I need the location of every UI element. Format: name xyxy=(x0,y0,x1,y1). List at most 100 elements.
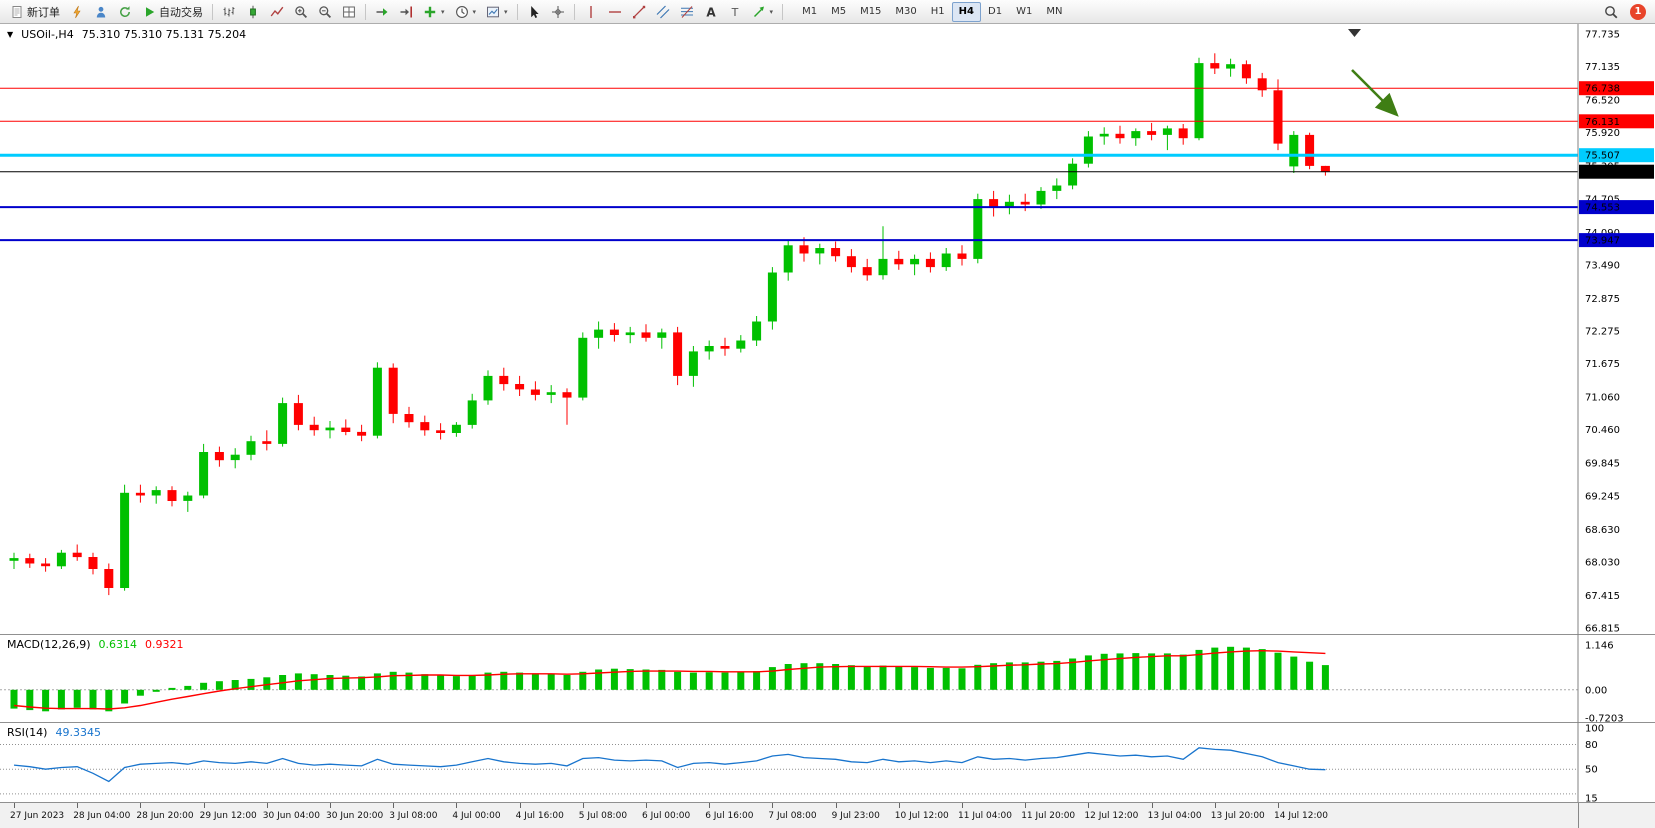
candlestick-chart-icon[interactable] xyxy=(241,2,265,22)
time-tick xyxy=(203,803,205,808)
flash-glyph xyxy=(73,5,81,18)
chevron-down-icon: ▾ xyxy=(472,7,477,16)
search-icon[interactable] xyxy=(1599,2,1623,22)
time-tick xyxy=(1214,803,1216,808)
arrows-icon[interactable]: ▾ xyxy=(747,2,779,22)
svg-text:74.553: 74.553 xyxy=(1585,203,1620,214)
cursor-icon[interactable] xyxy=(522,2,546,22)
profiles-icon[interactable] xyxy=(89,2,113,22)
timeframe-m1[interactable]: M1 xyxy=(795,2,824,22)
timeframe-h1[interactable]: H1 xyxy=(924,2,952,22)
chart-shift-icon[interactable] xyxy=(394,2,418,22)
time-label: 28 Jun 20:00 xyxy=(136,811,194,821)
crosshair-glyph xyxy=(551,5,564,18)
horizontal-line-icon[interactable] xyxy=(603,2,627,22)
time-label: 13 Jul 20:00 xyxy=(1210,811,1265,821)
horizontal-level-lines[interactable] xyxy=(0,87,1578,242)
time-label: 13 Jul 04:00 xyxy=(1147,811,1202,821)
svg-text:76.520: 76.520 xyxy=(1585,96,1620,107)
fibonacci-icon[interactable] xyxy=(675,2,699,22)
vertical-line-icon[interactable] xyxy=(579,2,603,22)
timeframe-m15[interactable]: M15 xyxy=(853,2,888,22)
arrow-annotation[interactable] xyxy=(1351,69,1399,117)
time-label: 11 Jul 04:00 xyxy=(958,811,1012,821)
rsi-svg[interactable]: 100 80 50 15 xyxy=(0,722,1655,805)
autoscroll-glyph xyxy=(376,7,388,16)
time-tick xyxy=(709,803,711,808)
new-order-button-label: 新订单 xyxy=(27,5,60,19)
price-chart-svg[interactable]: 77.73577.13576.52075.92075.30574.70574.0… xyxy=(0,24,1655,635)
indicators-icon[interactable]: ▾ xyxy=(418,2,450,22)
timeframe-w1[interactable]: W1 xyxy=(1009,2,1039,22)
zoom-in-icon[interactable] xyxy=(289,2,313,22)
timeframe-mn[interactable]: MN xyxy=(1039,2,1069,22)
chevron-down-icon: ▾ xyxy=(441,7,445,16)
refresh-icon[interactable] xyxy=(113,2,137,22)
shapes-glyph xyxy=(753,6,764,17)
text-icon[interactable]: A xyxy=(699,2,723,22)
time-label: 9 Jul 23:00 xyxy=(831,811,880,821)
crosshair-icon[interactable] xyxy=(546,2,570,22)
timeframe-m5[interactable]: M5 xyxy=(824,2,853,22)
line-chart-icon[interactable] xyxy=(265,2,289,22)
tile-windows-icon[interactable] xyxy=(337,2,361,22)
metaeditor-icon[interactable] xyxy=(65,2,89,22)
rsi-axis[interactable]: 100 80 50 15 xyxy=(1585,724,1604,805)
autotrading-button[interactable]: 自动交易 xyxy=(137,2,208,22)
periods-icon[interactable]: ▾ xyxy=(450,2,482,22)
time-tick xyxy=(835,803,837,808)
tile-glyph xyxy=(343,6,355,17)
price-axis[interactable]: 77.73577.13576.52075.92075.30574.70574.0… xyxy=(1585,30,1620,635)
rsi-line xyxy=(13,747,1326,783)
time-label: 3 Jul 08:00 xyxy=(389,811,438,821)
zoom-out-icon[interactable] xyxy=(313,2,337,22)
linechart-glyph xyxy=(270,6,284,16)
zoomout-glyph xyxy=(319,5,332,18)
time-label: 10 Jul 12:00 xyxy=(894,811,949,821)
timeframe-h4[interactable]: H4 xyxy=(951,1,981,22)
svg-text:0.00: 0.00 xyxy=(1585,685,1607,696)
time-tick xyxy=(962,803,963,808)
templates-icon[interactable]: ▾ xyxy=(481,2,513,22)
time-tick xyxy=(1278,803,1279,808)
timeframe-d1[interactable]: D1 xyxy=(981,2,1009,22)
timeframe-m30[interactable]: M30 xyxy=(888,2,923,22)
svg-text:73.490: 73.490 xyxy=(1585,260,1620,271)
rsi-chart[interactable]: 100 80 50 15 xyxy=(0,722,1655,805)
new-order-button[interactable]: 新订单 xyxy=(5,2,65,22)
macd-chart[interactable]: 1.146 0.00 -0.7203 xyxy=(0,634,1655,725)
time-axis[interactable]: 27 Jun 2023 28 Jun 04:00 28 Jun 20:00 29 Ju… xyxy=(0,802,1655,828)
svg-text:74.705: 74.705 xyxy=(1585,194,1620,205)
time-tick xyxy=(456,803,458,808)
macd-svg[interactable]: 1.146 0.00 -0.7203 xyxy=(0,634,1655,725)
text-label-icon[interactable]: T xyxy=(723,2,747,22)
chart-shift-marker-icon[interactable] xyxy=(1348,29,1361,37)
auto-scroll-icon[interactable] xyxy=(370,2,394,22)
macd-panel[interactable]: 1.146 0.00 -0.7203 MACD(12,26,9) 0.6314 0.… xyxy=(0,634,1655,725)
macd-signal-line xyxy=(13,649,1326,710)
clock-glyph xyxy=(455,5,468,18)
toolbar-separator xyxy=(365,3,366,20)
zoomin-glyph xyxy=(295,5,308,18)
trendline-icon[interactable] xyxy=(627,2,651,22)
svg-text:69.245: 69.245 xyxy=(1585,491,1620,502)
price-chart[interactable]: 77.73577.13576.52075.92075.30574.70574.0… xyxy=(0,24,1655,637)
svg-text:80: 80 xyxy=(1585,740,1598,751)
time-tick xyxy=(393,803,395,808)
rsi-panel[interactable]: 100 80 50 15 RSI(14) 49.3345 xyxy=(0,722,1655,805)
text-glyph: A xyxy=(706,5,716,19)
time-tick xyxy=(330,803,331,808)
equidistant-channel-icon[interactable] xyxy=(651,2,675,22)
macd-axis[interactable]: 1.146 0.00 -0.7203 xyxy=(1585,641,1624,725)
toolbar-separator xyxy=(573,3,575,20)
time-tick xyxy=(582,803,584,808)
svg-text:T: T xyxy=(730,6,738,19)
notification-badge[interactable]: 1 xyxy=(1630,3,1646,20)
main-chart-panel[interactable]: 77.73577.13576.52075.92075.30574.70574.0… xyxy=(0,24,1655,637)
time-tick xyxy=(266,803,268,808)
bar-chart-icon[interactable] xyxy=(217,2,241,22)
quick-trade-collapse-icon[interactable]: ▼ xyxy=(7,30,14,39)
svg-text:75.507: 75.507 xyxy=(1585,151,1620,162)
svg-text:15: 15 xyxy=(1585,794,1598,803)
svg-text:68.030: 68.030 xyxy=(1585,557,1620,568)
